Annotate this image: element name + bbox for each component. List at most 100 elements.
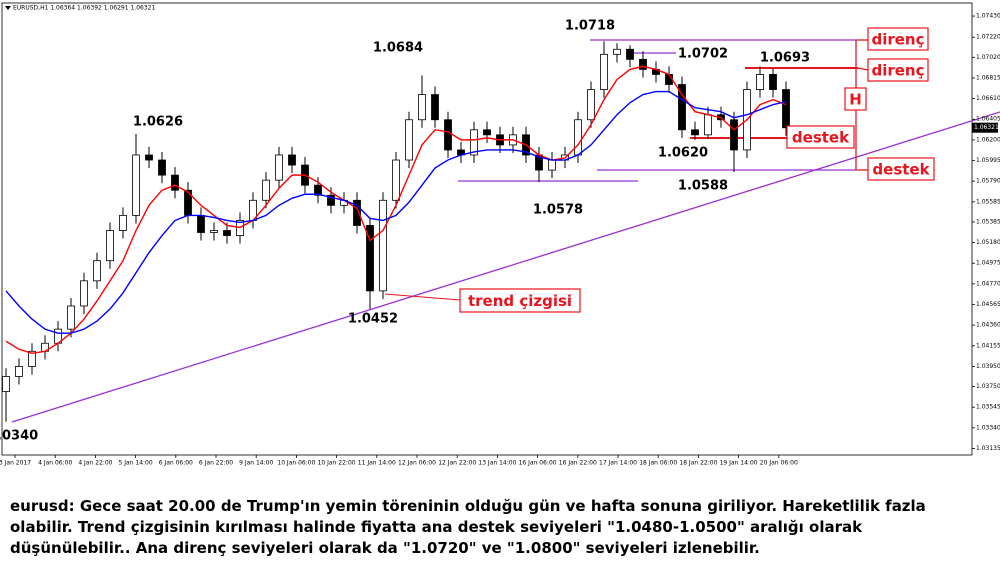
candle-body (444, 119, 452, 151)
current-price-label: 1.06321 (974, 124, 999, 131)
candle-body (262, 179, 270, 201)
candle-body (145, 154, 153, 161)
y-tick-label: 1.04975 (976, 260, 1000, 267)
x-tick-label: 20 Jan 06:00 (760, 460, 798, 467)
description: eurusd: Gece saat 20.00 de Trump'ın yemi… (10, 497, 926, 557)
current-price-box (972, 122, 998, 133)
label-box (867, 58, 929, 82)
price-annotation: 1.0340 (0, 429, 38, 444)
x-tick-label: 4 Jan 22:00 (78, 460, 112, 467)
chart-header: EURUSD,H1 1.06364 1.06392 1.06291 1.0632… (13, 5, 155, 12)
candle-body (2, 376, 10, 392)
x-tick-label: 6 Jan 06:00 (159, 460, 193, 467)
y-tick-label: 1.06405 (976, 116, 1000, 123)
trend-line (11, 111, 1000, 423)
x-tick-label: 16 Jan 06:00 (519, 460, 557, 467)
x-tick-label: 4 Jan 06:00 (38, 460, 72, 467)
candle-body (782, 89, 790, 129)
y-tick-label: 1.06610 (976, 95, 1000, 102)
candle-body (15, 366, 23, 377)
candle-body (626, 48, 634, 60)
candle-body (769, 74, 777, 90)
candle-body (600, 53, 608, 90)
candle-body (587, 89, 595, 121)
label-text: H (849, 91, 862, 109)
price-annotation: 1.0702 (678, 47, 728, 62)
y-tick-label: 1.05995 (976, 157, 1000, 164)
menu-arrow (5, 6, 11, 10)
candle-body (366, 225, 374, 292)
x-tick-label: 17 Jan 14:00 (599, 460, 637, 467)
candle-body (418, 94, 426, 121)
x-tick-label: 11 Jan 14:00 (358, 460, 396, 467)
plot-frame (1, 2, 973, 456)
candle-body (405, 119, 413, 161)
label-text: destek (872, 161, 930, 179)
connector (384, 293, 461, 301)
x-tick-label: 10 Jan 06:00 (277, 460, 315, 467)
candle-body (314, 184, 322, 196)
label-box (844, 87, 867, 111)
moving-average (5, 90, 787, 334)
x-tick-label: 5 Jan 14:00 (119, 460, 153, 467)
label-box (786, 125, 855, 149)
label-text: direnç (871, 31, 924, 49)
y-tick-label: 1.03135 (976, 445, 1000, 452)
price-annotation: 1.0626 (133, 115, 183, 130)
candle-body (210, 230, 218, 233)
candle-body (691, 129, 699, 136)
candle-body (483, 129, 491, 136)
candles (2, 41, 790, 422)
candle-body (197, 214, 205, 233)
y-tick-label: 1.05790 (976, 178, 1000, 185)
y-tick-label: 1.05585 (976, 198, 1000, 205)
candle-body (223, 230, 231, 236)
label-box (459, 288, 581, 313)
x-tick-label: 12 Jan 22:00 (438, 460, 476, 467)
price-annotation: 1.0718 (565, 19, 615, 34)
candle-body (574, 119, 582, 156)
x-tick-label: 18 Jan 22:00 (679, 460, 717, 467)
candle-body (639, 58, 647, 70)
y-tick-label: 1.06200 (976, 136, 1000, 143)
y-tick-label: 1.04565 (976, 301, 1000, 308)
x-tick-label: 13 Jan 14:00 (478, 460, 516, 467)
y-tick-label: 1.07430 (976, 13, 1000, 20)
price-annotation: 1.0684 (373, 41, 423, 56)
label-text: destek (792, 129, 850, 147)
y-tick-label: 1.07220 (976, 34, 1000, 41)
candle-body (158, 159, 166, 176)
price-annotation: 1.0588 (678, 179, 728, 194)
chart: EURUSD,H1 1.06364 1.06392 1.06291 1.0632… (0, 2, 1000, 467)
candle-body (67, 305, 75, 330)
label-box (867, 157, 935, 181)
price-annotation: 1.0693 (760, 51, 810, 66)
candle-body (470, 129, 478, 156)
x-tick-label: 12 Jan 06:00 (398, 460, 436, 467)
x-tick-label: 19 Jan 14:00 (720, 460, 758, 467)
candle-body (379, 199, 387, 292)
candle-body (275, 154, 283, 181)
connector (857, 67, 869, 71)
candle-body (171, 174, 179, 191)
y-tick-label: 1.03545 (976, 404, 1000, 411)
candle-body (132, 154, 140, 216)
price-annotation: 1.0452 (348, 312, 398, 327)
candle-body (704, 114, 712, 136)
candle-body (28, 350, 36, 367)
label-text: direnç (871, 62, 924, 80)
y-tick-label: 1.03750 (976, 383, 1000, 390)
x-tick-label: 6 Jan 22:00 (199, 460, 233, 467)
candle-body (756, 74, 764, 90)
y-tick-label: 1.06815 (976, 74, 1000, 81)
candle-body (548, 159, 556, 171)
label-box (867, 27, 929, 51)
candle-body (613, 48, 621, 55)
y-tick-label: 1.04360 (976, 322, 1000, 329)
label-text: trend çizgisi (468, 292, 572, 310)
candle-body (288, 154, 296, 166)
x-tick-label: 9 Jan 14:00 (239, 460, 273, 467)
y-tick-label: 1.04155 (976, 342, 1000, 349)
y-tick-label: 1.03950 (976, 363, 1000, 370)
